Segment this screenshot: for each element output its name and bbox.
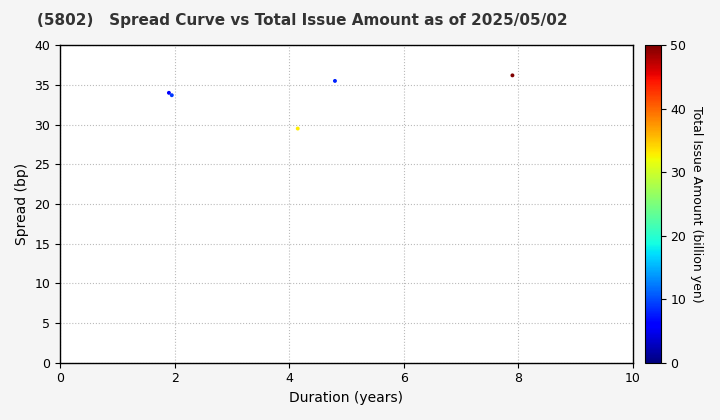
Point [329, 78, 341, 84]
Point [292, 125, 304, 132]
Point [163, 89, 175, 96]
Point [166, 92, 178, 99]
Point [507, 72, 518, 79]
Text: (5802)   Spread Curve vs Total Issue Amount as of 2025/05/02: (5802) Spread Curve vs Total Issue Amoun… [37, 13, 567, 28]
Y-axis label: Total Issue Amount (billion yen): Total Issue Amount (billion yen) [690, 106, 703, 302]
Y-axis label: Spread (bp): Spread (bp) [15, 163, 29, 245]
X-axis label: Duration (years): Duration (years) [289, 391, 403, 405]
